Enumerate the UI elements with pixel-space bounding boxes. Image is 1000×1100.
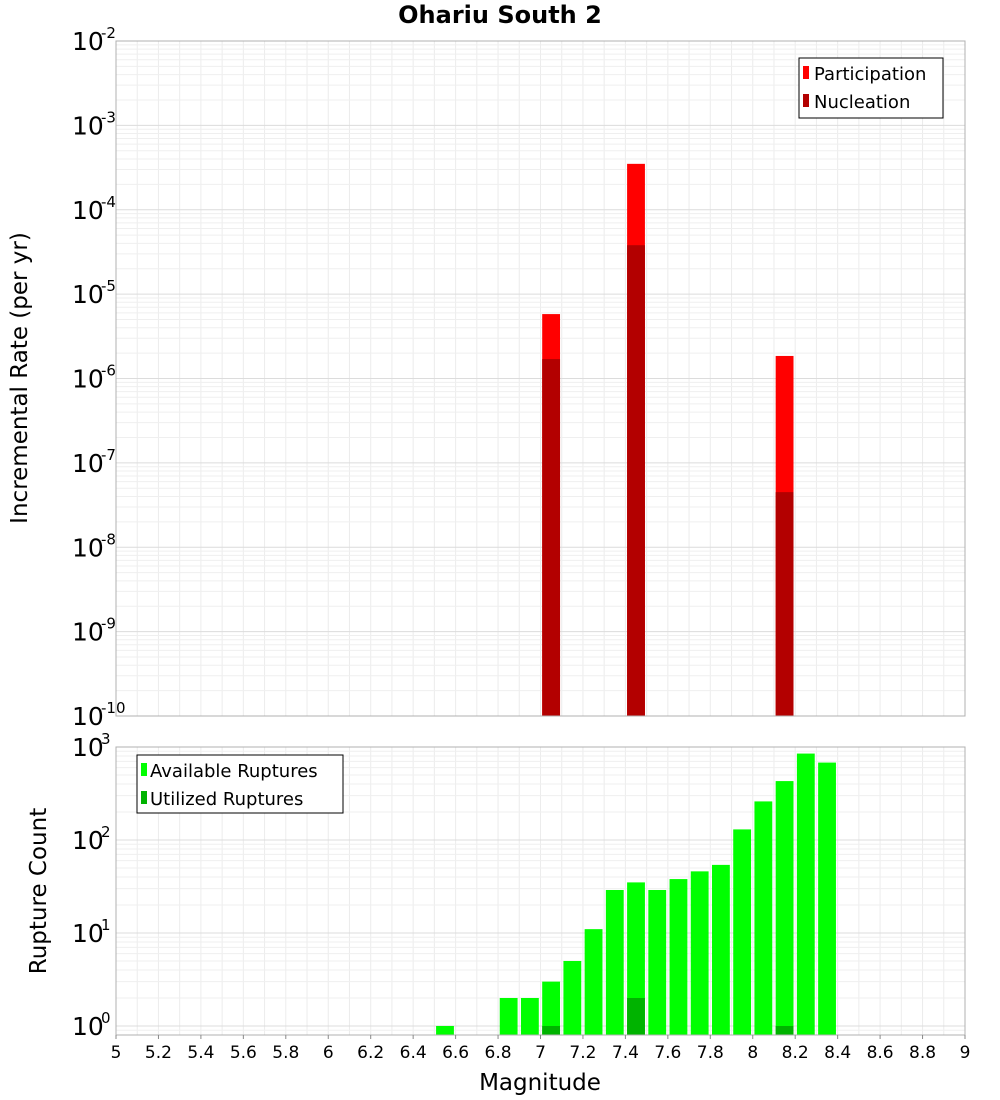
- rate-y-tick-label: 10: [72, 618, 104, 647]
- bar-available-ruptures-6.85: [499, 997, 518, 1035]
- bar-utilized-ruptures-7.45: [627, 997, 645, 1035]
- x-tick-label: 6.6: [442, 1043, 469, 1063]
- available-legend-swatch: [141, 763, 147, 776]
- x-tick-label: 8: [747, 1043, 758, 1063]
- bar-utilized-ruptures-8.15: [775, 1025, 794, 1035]
- bar-available-ruptures-8.05: [754, 801, 773, 1035]
- bar-available-ruptures-7.55: [648, 889, 667, 1035]
- x-tick-label: 6: [323, 1043, 334, 1063]
- x-tick-label: 7.2: [569, 1043, 596, 1063]
- rate-y-axis-label: Incremental Rate (per yr): [7, 232, 33, 524]
- rate-legend-box: [798, 57, 944, 119]
- bar-available-ruptures-7.05: [542, 981, 561, 1035]
- bar-available-ruptures-7.85: [711, 864, 730, 1035]
- count-y-tick-exponent: 2: [101, 823, 111, 841]
- x-tick-label: 8.6: [867, 1043, 894, 1063]
- available-legend-label: Available Ruptures: [150, 761, 318, 782]
- bar-available-ruptures-7.75: [690, 871, 709, 1035]
- rate-y-tick-label: 10: [72, 27, 104, 56]
- x-tick-label: 6.2: [357, 1043, 384, 1063]
- bar-utilized-ruptures-7.05: [542, 1025, 561, 1035]
- x-tick-label: 9: [960, 1043, 971, 1063]
- x-axis-label: Magnitude: [479, 1070, 601, 1096]
- rate-y-tick-exponent: -2: [101, 24, 116, 42]
- bar-available-ruptures-7.25: [584, 929, 603, 1035]
- count-y-tick-label: 10: [72, 826, 104, 855]
- x-tick-label: 7.4: [612, 1043, 639, 1063]
- rate-y-tick-exponent: -6: [101, 362, 116, 380]
- bar-available-ruptures-6.55: [436, 1025, 454, 1035]
- bar-available-ruptures-7.45: [627, 882, 645, 1035]
- count-bars: [436, 753, 836, 1035]
- x-tick-label: 6.8: [485, 1043, 512, 1063]
- bar-nucleation-8.15: [775, 492, 794, 716]
- count-legend-box: [136, 754, 344, 814]
- bar-available-ruptures-6.95: [520, 997, 539, 1035]
- count-legend: Available Ruptures Utilized Ruptures: [136, 754, 344, 814]
- rate-grid: [115, 41, 966, 717]
- bar-nucleation-7.45: [627, 245, 645, 717]
- x-tick-label: 8.4: [824, 1043, 851, 1063]
- rate-y-tick-exponent: -7: [101, 446, 116, 464]
- x-tick-label: 6.4: [400, 1043, 427, 1063]
- bar-available-ruptures-7.95: [733, 829, 752, 1035]
- rate-y-tick-label: 10: [72, 196, 104, 225]
- count-y-tick-label: 10: [72, 1012, 104, 1041]
- rate-y-tick-label: 10: [72, 533, 104, 562]
- x-tick-label: 5.4: [187, 1043, 214, 1063]
- rate-y-tick-label: 10: [72, 280, 104, 309]
- x-tick-label: 7: [535, 1043, 546, 1063]
- x-tick-label: 7.8: [697, 1043, 724, 1063]
- count-y-tick-exponent: 1: [101, 916, 111, 934]
- x-tick-label: 5.2: [145, 1043, 172, 1063]
- participation-legend-label: Participation: [814, 64, 926, 85]
- rate-legend: Participation Nucleation: [798, 57, 944, 119]
- rate-y-tick-exponent: -10: [101, 699, 126, 717]
- bar-nucleation-7.05: [542, 359, 561, 716]
- bar-available-ruptures-7.65: [669, 879, 688, 1035]
- count-y-tick-label: 10: [72, 733, 104, 762]
- rate-y-tick-exponent: -8: [101, 530, 116, 548]
- x-tick-label: 5: [111, 1043, 122, 1063]
- utilized-legend-label: Utilized Ruptures: [150, 789, 303, 810]
- bar-available-ruptures-8.25: [796, 753, 815, 1035]
- bar-available-ruptures-7.35: [605, 889, 624, 1035]
- count-y-tick-exponent: 0: [101, 1009, 111, 1027]
- count-y-tick-exponent: 3: [101, 730, 111, 748]
- rate-y-tick-exponent: -9: [101, 615, 116, 633]
- rate-plot-frame: [115, 40, 966, 717]
- rate-y-tick-exponent: -5: [101, 277, 116, 295]
- count-y-tick-label: 10: [72, 919, 104, 948]
- x-axis-ticks: 5 5.2 5.4 5.6 5.8 6 6.2 6.4 6.6 6.8 7 7.2 7.4 7.6 7.8 8…: [111, 1035, 971, 1063]
- rate-y-tick-exponent: -4: [101, 193, 116, 211]
- rate-bars: [542, 163, 794, 717]
- count-y-axis-label: Rupture Count: [26, 808, 52, 974]
- x-tick-label: 8.2: [782, 1043, 809, 1063]
- bar-available-ruptures-7.15: [563, 960, 582, 1035]
- utilized-legend-swatch: [141, 791, 147, 804]
- rate-y-tick-label: 10: [72, 449, 104, 478]
- participation-legend-swatch: [803, 66, 809, 79]
- nucleation-legend-swatch: [803, 94, 809, 107]
- bar-available-ruptures-8.15: [775, 781, 794, 1035]
- x-tick-label: 8.8: [909, 1043, 936, 1063]
- rate-y-tick-exponent: -3: [101, 108, 116, 126]
- nucleation-legend-label: Nucleation: [814, 92, 910, 113]
- rate-y-tick-label: 10: [72, 111, 104, 140]
- chart-title: Ohariu South 2: [398, 1, 602, 29]
- rate-y-tick-label: 10: [72, 702, 104, 731]
- bar-available-ruptures-8.35: [818, 762, 836, 1035]
- x-tick-label: 5.8: [272, 1043, 299, 1063]
- rate-y-tick-label: 10: [72, 365, 104, 394]
- x-tick-label: 7.6: [654, 1043, 681, 1063]
- x-tick-label: 5.6: [230, 1043, 257, 1063]
